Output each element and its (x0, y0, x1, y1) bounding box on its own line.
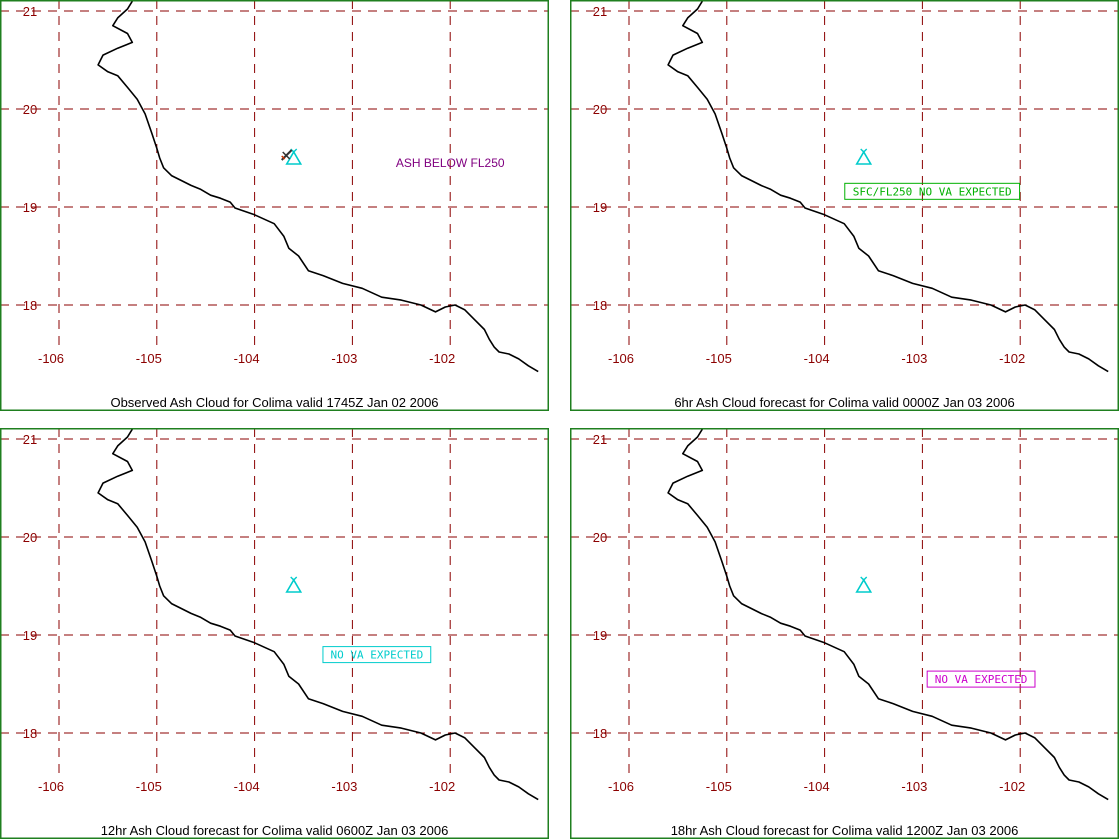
volcano-icon (855, 148, 873, 165)
ash-status-box (322, 646, 432, 664)
latitude-tick-label: 20 (593, 530, 607, 545)
latitude-tick-label: 20 (593, 102, 607, 117)
longitude-tick-label: -102 (999, 351, 1025, 366)
map-plot-area: NO VA EXPECTED (1, 429, 548, 801)
ash-status-label: ASH BELOW FL250 (396, 156, 505, 170)
ash-status-box (926, 670, 1036, 688)
map-panel: NO VA EXPECTED 21 20 19 18 -106 -105 -104 -103 -1… (570, 428, 1119, 839)
coastline (667, 429, 1109, 801)
longitude-tick-label: -104 (234, 779, 260, 794)
panel-caption: 6hr Ash Cloud forecast for Colima valid … (674, 395, 1014, 410)
ash-status-label: SFC/FL250 NO VA EXPECTED (853, 185, 1012, 198)
longitude-tick-label: -105 (136, 351, 162, 366)
longitude-tick-label: -103 (901, 779, 927, 794)
longitude-tick-label: -103 (901, 351, 927, 366)
latitude-tick-label: 18 (593, 726, 607, 741)
longitude-tick-label: -103 (331, 779, 357, 794)
longitude-tick-label: -102 (429, 351, 455, 366)
map-plot-area: NO VA EXPECTED (571, 429, 1118, 801)
coastline (97, 1, 539, 373)
map-plot-area: ASH BELOW FL250 (1, 1, 548, 373)
longitude-tick-label: -105 (706, 351, 732, 366)
latitude-tick-label: 20 (23, 102, 37, 117)
volcano-icon (855, 576, 873, 593)
longitude-tick-label: -105 (136, 779, 162, 794)
latitude-tick-label: 19 (593, 200, 607, 215)
map-panel: ASH BELOW FL250 21 20 19 18 -106 -105 -104 -103 -… (0, 0, 549, 411)
panel-frame (570, 428, 1119, 839)
latitude-tick-label: 19 (593, 628, 607, 643)
longitude-tick-label: -104 (234, 351, 260, 366)
latitude-tick-label: 18 (23, 298, 37, 313)
ash-status-label: NO VA EXPECTED (330, 649, 423, 662)
longitude-tick-label: -102 (429, 779, 455, 794)
ash-status-label: NO VA EXPECTED (935, 673, 1028, 686)
map-panel: NO VA EXPECTED 21 20 19 18 -106 -105 -104 -103 -1… (0, 428, 549, 839)
panel-caption: 12hr Ash Cloud forecast for Colima valid… (101, 823, 449, 838)
latitude-tick-label: 21 (23, 4, 37, 19)
coastline (97, 429, 539, 801)
volcano-icon (285, 148, 303, 165)
longitude-tick-label: -104 (804, 351, 830, 366)
latitude-tick-label: 20 (23, 530, 37, 545)
map-plot-area: SFC/FL250 NO VA EXPECTED (571, 1, 1118, 373)
latitude-tick-label: 21 (23, 432, 37, 447)
panel-caption: 18hr Ash Cloud forecast for Colima valid… (671, 823, 1019, 838)
panel-frame (570, 0, 1119, 411)
map-panel: SFC/FL250 NO VA EXPECTED 21 20 19 18 -106 -105… (570, 0, 1119, 411)
panel-frame (0, 0, 549, 411)
longitude-tick-label: -106 (608, 779, 634, 794)
ash-status-box (844, 182, 1021, 200)
latitude-tick-label: 19 (23, 200, 37, 215)
longitude-tick-label: -106 (38, 779, 64, 794)
latitude-tick-label: 21 (593, 432, 607, 447)
latitude-tick-label: 21 (593, 4, 607, 19)
latitude-tick-label: 18 (593, 298, 607, 313)
longitude-tick-label: -106 (38, 351, 64, 366)
longitude-tick-label: -106 (608, 351, 634, 366)
longitude-tick-label: -105 (706, 779, 732, 794)
aircraft-icon (281, 149, 293, 161)
panel-frame (0, 428, 549, 839)
longitude-tick-label: -102 (999, 779, 1025, 794)
volcano-icon (285, 576, 303, 593)
latitude-tick-label: 18 (23, 726, 37, 741)
coastline (667, 1, 1109, 373)
longitude-tick-label: -104 (804, 779, 830, 794)
panel-caption: Observed Ash Cloud for Colima valid 1745… (110, 395, 438, 410)
longitude-tick-label: -103 (331, 351, 357, 366)
latitude-tick-label: 19 (23, 628, 37, 643)
